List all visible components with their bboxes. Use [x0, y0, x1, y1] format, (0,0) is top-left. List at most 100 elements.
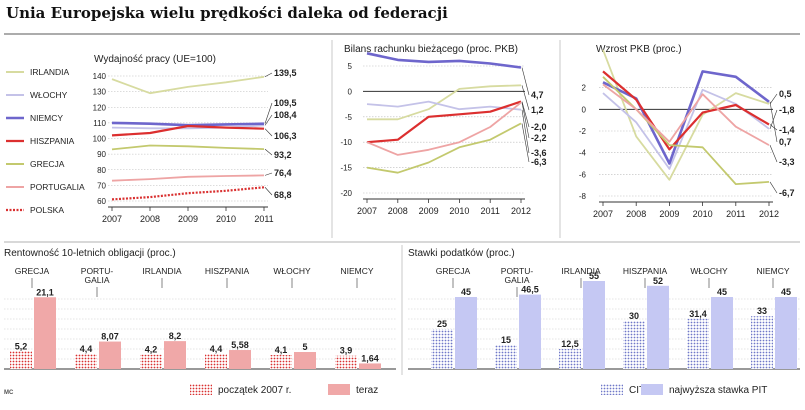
end-label-leader — [264, 72, 273, 78]
category-label-line: HISZPANIA — [205, 266, 250, 276]
category-label-line: PORTU- — [501, 266, 534, 276]
legend-swatch — [328, 384, 350, 395]
y-tick-label: -15 — [340, 164, 352, 173]
x-tick-label: 2007 — [357, 206, 377, 216]
category-label-line: GALIA — [504, 275, 529, 285]
end-label: 76,4 — [274, 168, 292, 178]
legend-label: IRLANDIA — [30, 67, 70, 77]
x-tick-label: 2012 — [511, 206, 531, 216]
bar-value-label: 31,4 — [689, 309, 707, 319]
series-line-irlandia — [602, 49, 770, 181]
category-label-line: IRLANDIA — [142, 266, 182, 276]
bar-now — [294, 352, 316, 369]
end-label-leader — [521, 101, 530, 128]
category-label-line: PORTU- — [81, 266, 114, 276]
bar-value-label: 3,9 — [340, 346, 353, 356]
series-line-hiszpania — [366, 100, 522, 144]
y-tick-label: 80 — [97, 166, 106, 175]
bar-value-label: 5,58 — [231, 340, 249, 350]
legend-label: PORTUGALIA — [30, 182, 85, 192]
category-label-line: IRLANDIA — [561, 266, 601, 276]
bar-value-label: 4,2 — [145, 345, 158, 355]
panel-title: Wzrost PKB (proc.) — [596, 44, 682, 55]
end-label-leader — [521, 109, 530, 154]
y-tick-label: 120 — [93, 103, 107, 112]
bar-value-label: 45 — [781, 287, 791, 297]
y-tick-label: 100 — [93, 135, 107, 144]
end-label: 108,4 — [274, 110, 297, 120]
bar-value-label: 1,64 — [361, 353, 379, 363]
end-label-leader — [264, 172, 273, 176]
end-label-leader — [769, 181, 778, 194]
bar-value-label: 46,5 — [521, 285, 539, 295]
end-label: -2,0 — [531, 122, 547, 132]
bar-cit — [751, 316, 773, 369]
y-tick-label: -4 — [579, 149, 587, 158]
category-label-line: GRECJA — [436, 266, 471, 276]
x-tick-label: 2009 — [419, 206, 439, 216]
bar-value-label: 5,2 — [15, 341, 28, 351]
end-label-leader — [769, 109, 778, 129]
bar-cit — [559, 349, 581, 369]
category-label: GRECJA — [436, 266, 471, 276]
bar-start-2007 — [140, 354, 162, 369]
end-label-leader — [264, 114, 273, 126]
series-line-portugalia — [366, 101, 522, 156]
legend-label: GRECJA — [30, 159, 65, 169]
end-label: -1,8 — [779, 105, 795, 115]
series-line-grecja — [602, 76, 770, 186]
panel-title: Bilans rachunku bieżącego (proc. PKB) — [344, 44, 518, 55]
bar-value-label: 5 — [302, 342, 307, 352]
bar-value-label: 4,4 — [80, 344, 93, 354]
bar-value-label: 33 — [757, 306, 767, 316]
bar-start-2007 — [10, 351, 32, 369]
category-label: GRECJA — [15, 266, 50, 276]
legend-label: teraz — [356, 385, 378, 396]
bar-cit — [623, 321, 645, 369]
y-tick-label: 130 — [93, 88, 107, 97]
y-tick-label: -20 — [340, 189, 352, 198]
series-line-irlandia — [367, 84, 522, 121]
chart-title: Unia Europejska wielu prędkości daleka o… — [6, 4, 448, 22]
bar-start-2007 — [270, 355, 292, 369]
bar-value-label: 45 — [461, 287, 471, 297]
bar-value-label: 4,4 — [210, 344, 223, 354]
y-tick-label: -6 — [579, 170, 587, 179]
x-tick-label: 2011 — [481, 206, 500, 216]
category-label: NIEMCY — [340, 266, 373, 276]
end-label: 93,2 — [274, 150, 292, 160]
end-label: 139,5 — [274, 68, 297, 78]
legend-label: WŁOCHY — [30, 90, 68, 100]
panel-title: Wydajność pracy (UE=100) — [94, 54, 216, 65]
bar-value-label: 55 — [589, 271, 599, 281]
bar-value-label: 45 — [717, 287, 727, 297]
series-line-grecja — [366, 122, 522, 174]
source-tag: MC — [4, 390, 14, 396]
y-tick-label: -2 — [579, 127, 587, 136]
y-tick-label: 0 — [348, 87, 353, 96]
x-tick-label: 2010 — [216, 214, 236, 224]
end-label-leader — [264, 128, 273, 137]
legend-swatch — [601, 384, 623, 395]
series-line-hiszpania — [602, 70, 770, 151]
legend-swatch — [641, 384, 663, 395]
bar-pit — [711, 297, 733, 369]
category-label-line: NIEMCY — [340, 266, 373, 276]
end-label: -6,7 — [779, 188, 795, 198]
bar-cit — [495, 345, 517, 369]
bar-value-label: 8,2 — [169, 331, 182, 341]
y-tick-label: 70 — [97, 181, 106, 190]
end-label: -6,3 — [531, 157, 547, 167]
x-tick-label: 2010 — [449, 206, 469, 216]
legend-label: najwyższa stawka PIT — [669, 385, 767, 396]
bar-value-label: 4,1 — [275, 345, 288, 355]
category-label: IRLANDIA — [561, 266, 601, 276]
category-label: WŁOCHY — [690, 266, 728, 276]
end-label: 106,3 — [274, 131, 297, 141]
category-label-line: GALIA — [84, 275, 109, 285]
end-label-leader — [521, 85, 530, 111]
end-label-leader — [264, 148, 273, 156]
end-label-leader — [769, 93, 778, 105]
end-label-leader — [769, 101, 778, 143]
